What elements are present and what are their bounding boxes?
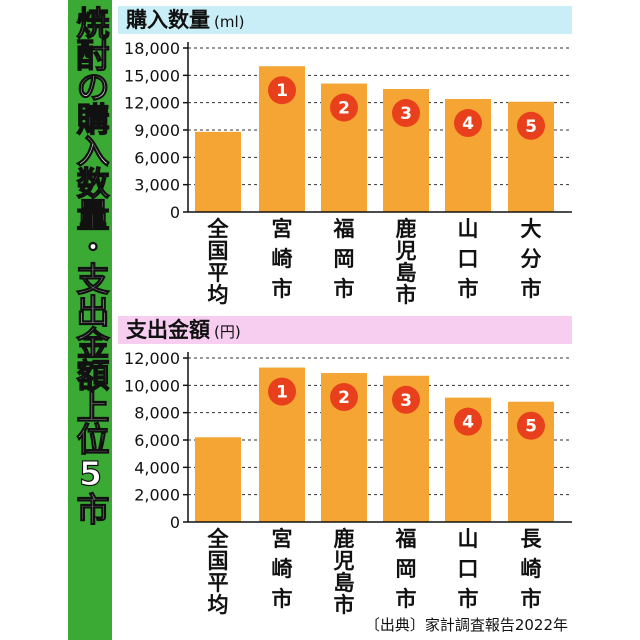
category-label-char: 市	[272, 277, 293, 301]
rank-badge	[268, 377, 296, 406]
rank-badge	[517, 111, 545, 140]
category-label-char: 市	[521, 277, 542, 301]
y-tick-label: 10,000	[124, 376, 180, 395]
category-label-char: 山	[458, 527, 479, 551]
side-title-band	[68, 0, 112, 640]
category-label-char: 崎	[521, 557, 542, 581]
y-tick-label: 9,000	[134, 121, 180, 140]
rank-badge	[392, 99, 420, 127]
category-label-char: 全	[207, 527, 230, 551]
category-label-char: 市	[458, 587, 479, 611]
category-label-char: 鹿	[396, 217, 417, 241]
rank-number: 3	[400, 104, 412, 124]
chart2-unit: (円)	[214, 323, 241, 341]
category-label-char: 市	[334, 277, 355, 301]
y-tick-label: 15,000	[124, 66, 180, 85]
category-label-char: 崎	[272, 247, 293, 271]
rank-badge	[454, 407, 482, 436]
rank-number: 2	[338, 388, 350, 408]
y-tick-label: 18,000	[124, 39, 180, 58]
category-label-char: 均	[208, 593, 229, 617]
chart1-unit: (ml)	[214, 13, 245, 31]
chart1-title: 購入数量	[126, 8, 210, 32]
rank-badge	[330, 383, 358, 412]
rank-badge	[454, 109, 482, 138]
rank-number: 5	[525, 417, 537, 437]
category-label-char: 市	[521, 587, 542, 611]
category-label-char: 市	[396, 283, 417, 307]
rank-badge	[268, 76, 296, 105]
y-tick-label: 3,000	[134, 176, 180, 195]
y-tick-label: 12,000	[124, 94, 180, 113]
category-label-char: 市	[272, 587, 293, 611]
rank-number: 4	[462, 413, 474, 433]
source-note: 〔出典〕家計調査報告2022年	[364, 616, 568, 634]
category-label-char: 鹿	[334, 527, 355, 551]
category-label-char: 崎	[272, 557, 293, 581]
category-label-char: 市	[396, 587, 417, 611]
rank-number: 1	[276, 81, 288, 101]
category-label-char: 福	[395, 527, 417, 551]
bar	[195, 131, 241, 212]
chart2-title: 支出金額	[126, 318, 210, 342]
y-tick-label: 0	[170, 513, 180, 532]
rank-number: 3	[400, 391, 412, 411]
category-label-char: 市	[458, 277, 479, 301]
category-label-char: 口	[458, 557, 479, 581]
category-label-char: 福	[333, 217, 355, 241]
rank-number: 5	[525, 117, 537, 137]
y-tick-label: 0	[170, 203, 180, 222]
category-label-char: 分	[521, 247, 542, 271]
category-label-char: 岡	[396, 557, 417, 581]
side-title: 焼酎の購入数量・支出金額上位5市	[70, 5, 110, 524]
rank-badge	[517, 411, 545, 440]
y-tick-label: 2,000	[134, 486, 180, 505]
bar	[195, 437, 241, 522]
category-label-char: 全	[207, 217, 230, 241]
category-label-char: 市	[334, 593, 355, 617]
category-label-char: 均	[208, 283, 229, 307]
y-tick-label: 6,000	[134, 148, 180, 167]
y-tick-label: 6,000	[134, 431, 180, 450]
chart1-header: 購入数量 (ml)	[118, 6, 572, 34]
y-tick-label: 4,000	[134, 458, 180, 477]
category-label-char: 山	[458, 217, 479, 241]
category-label-char: 児	[395, 239, 417, 263]
category-label-char: 長	[521, 527, 543, 551]
category-label-char: 大	[521, 217, 542, 241]
category-label-char: 国	[208, 549, 229, 573]
category-label-char: 口	[458, 247, 479, 271]
category-label-char: 島	[334, 571, 355, 595]
category-label-char: 児	[333, 549, 355, 573]
y-tick-label: 8,000	[134, 404, 180, 423]
category-label-char: 宮	[272, 527, 293, 551]
category-label-char: 平	[208, 261, 229, 285]
rank-number: 4	[462, 114, 474, 134]
chart2-header: 支出金額 (円)	[118, 316, 572, 344]
category-label-char: 平	[208, 571, 229, 595]
rank-badge	[330, 93, 358, 122]
category-label-char: 宮	[272, 217, 293, 241]
rank-badge	[392, 385, 420, 414]
y-tick-label: 12,000	[124, 349, 180, 368]
rank-number: 1	[276, 383, 288, 403]
category-label-char: 岡	[334, 247, 355, 271]
category-label-char: 国	[208, 239, 229, 263]
category-label-char: 島	[396, 261, 417, 285]
rank-number: 2	[338, 99, 350, 119]
